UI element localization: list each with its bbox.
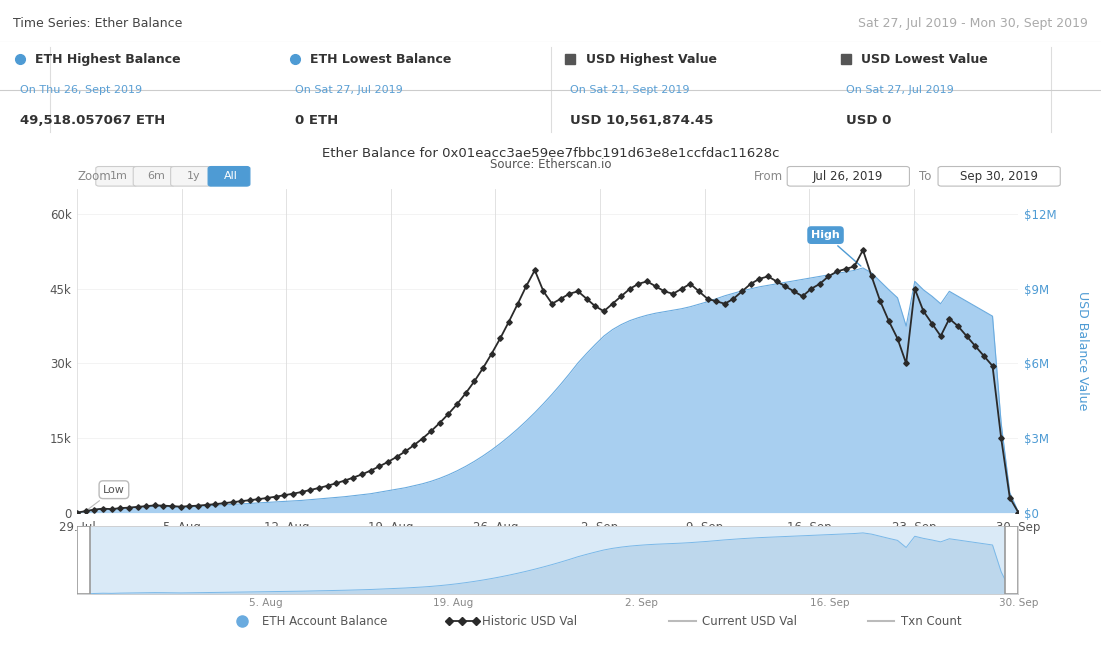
Text: To: To [919,170,931,183]
Y-axis label: USD Balance Value: USD Balance Value [1076,291,1089,411]
Text: 1m: 1m [110,171,128,182]
Text: Source: Etherscan.io: Source: Etherscan.io [490,158,611,171]
Text: Zoom: Zoom [77,170,111,183]
Text: Jul 26, 2019: Jul 26, 2019 [813,170,883,183]
Text: Historic USD Val: Historic USD Val [482,615,577,628]
Text: On Sat 27, Jul 2019: On Sat 27, Jul 2019 [846,85,953,95]
Text: All: All [225,171,238,182]
Text: USD Highest Value: USD Highest Value [586,53,717,66]
Text: 6m: 6m [148,171,165,182]
Text: On Sat 21, Sept 2019: On Sat 21, Sept 2019 [570,85,690,95]
Text: USD 10,561,874.45: USD 10,561,874.45 [570,114,713,127]
Text: On Thu 26, Sept 2019: On Thu 26, Sept 2019 [20,85,142,95]
Text: Sep 30, 2019: Sep 30, 2019 [960,170,1037,183]
Text: ETH Account Balance: ETH Account Balance [262,615,388,628]
Text: 49,518.057067 ETH: 49,518.057067 ETH [20,114,165,127]
Text: Sat 27, Jul 2019 - Mon 30, Sept 2019: Sat 27, Jul 2019 - Mon 30, Sept 2019 [858,17,1088,30]
Text: 1y: 1y [187,171,200,182]
Text: Low: Low [88,485,124,509]
Bar [77,526,90,594]
Text: Txn Count: Txn Count [901,615,961,628]
Text: ETH Highest Balance: ETH Highest Balance [35,53,181,66]
Text: Ether Balance for 0x01eacc3ae59ee7fbbc191d63e8e1ccfdac11628c: Ether Balance for 0x01eacc3ae59ee7fbbc19… [321,147,780,160]
Text: High: High [811,230,861,266]
Text: USD Lowest Value: USD Lowest Value [861,53,988,66]
Bar [1005,526,1018,594]
Text: USD 0: USD 0 [846,114,891,127]
Text: On Sat 27, Jul 2019: On Sat 27, Jul 2019 [295,85,403,95]
Text: Current USD Val: Current USD Val [702,615,797,628]
Text: ETH Lowest Balance: ETH Lowest Balance [310,53,451,66]
Text: From: From [754,170,783,183]
Text: 0 ETH: 0 ETH [295,114,338,127]
Text: Time Series: Ether Balance: Time Series: Ether Balance [13,17,183,30]
